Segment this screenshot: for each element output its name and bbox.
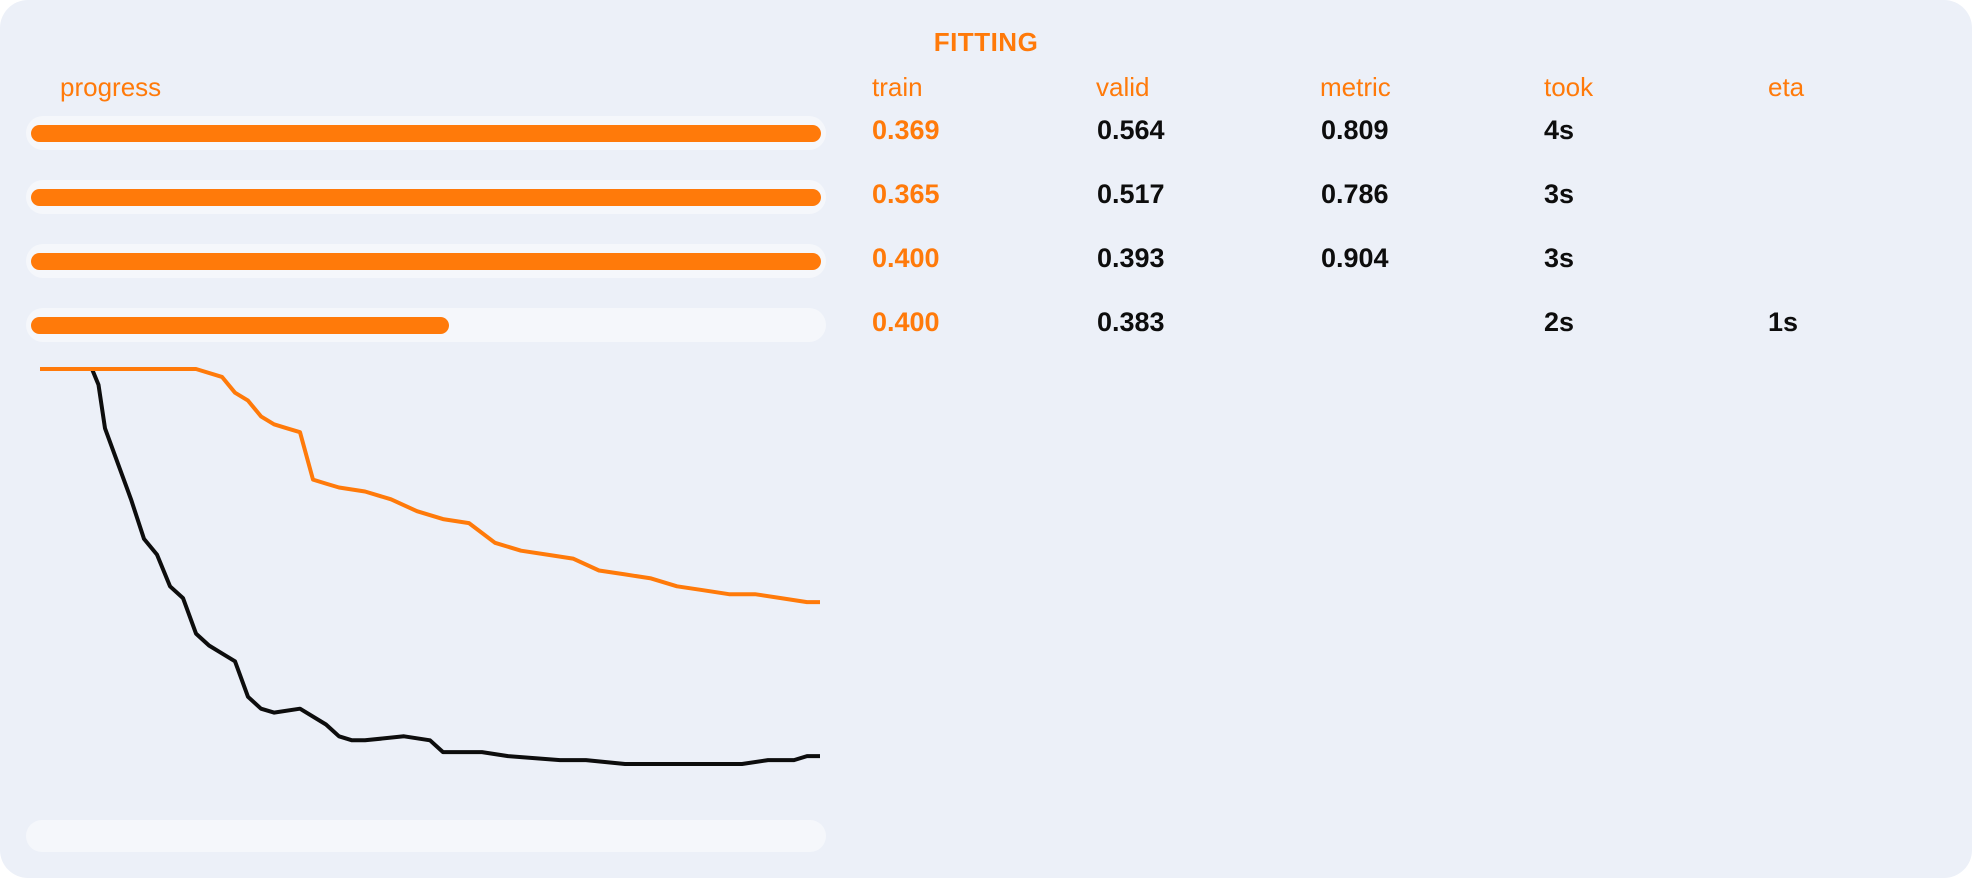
train-loss-epoch-2: 0.365	[872, 179, 940, 209]
valid-loss-epoch-3: 0.393	[1097, 243, 1165, 273]
progress-bar-epoch-1	[26, 116, 826, 150]
series-line-black	[40, 367, 820, 766]
took-epoch-1: 4s	[1544, 115, 1575, 145]
train-loss-epoch-1: 0.369	[872, 115, 940, 145]
valid-loss-epoch-4: 0.383	[1097, 307, 1165, 337]
progress-fill	[31, 253, 821, 270]
overall-progress-bar	[26, 820, 826, 852]
progress-fill	[31, 317, 449, 334]
header-valid: valid	[1096, 72, 1150, 102]
panel-title: FITTING	[933, 27, 1039, 57]
progress-fill	[31, 189, 821, 206]
header-took: took	[1544, 72, 1594, 102]
header-train: train	[872, 72, 923, 102]
progress-bar-epoch-4	[26, 308, 826, 342]
metric-epoch-3: 0.904	[1321, 243, 1389, 273]
eta-epoch-4: 1s	[1768, 307, 1799, 337]
progress-bar-epoch-2	[26, 180, 826, 214]
header-eta: eta	[1768, 72, 1805, 102]
progress-fill	[31, 125, 821, 142]
header-metric: metric	[1320, 72, 1391, 102]
valid-loss-epoch-2: 0.517	[1097, 179, 1165, 209]
progress-bar-epoch-3	[26, 244, 826, 278]
metric-epoch-1: 0.809	[1321, 115, 1389, 145]
metric-epoch-2: 0.786	[1321, 179, 1389, 209]
took-epoch-2: 3s	[1544, 179, 1575, 209]
train-loss-epoch-3: 0.400	[872, 243, 940, 273]
took-epoch-3: 3s	[1544, 243, 1575, 273]
loss-chart	[40, 367, 820, 766]
train-loss-epoch-4: 0.400	[872, 307, 940, 337]
took-epoch-4: 2s	[1544, 307, 1575, 337]
header-progress: progress	[60, 72, 162, 102]
series-line-orange	[40, 367, 820, 605]
valid-loss-epoch-1: 0.564	[1097, 115, 1165, 145]
